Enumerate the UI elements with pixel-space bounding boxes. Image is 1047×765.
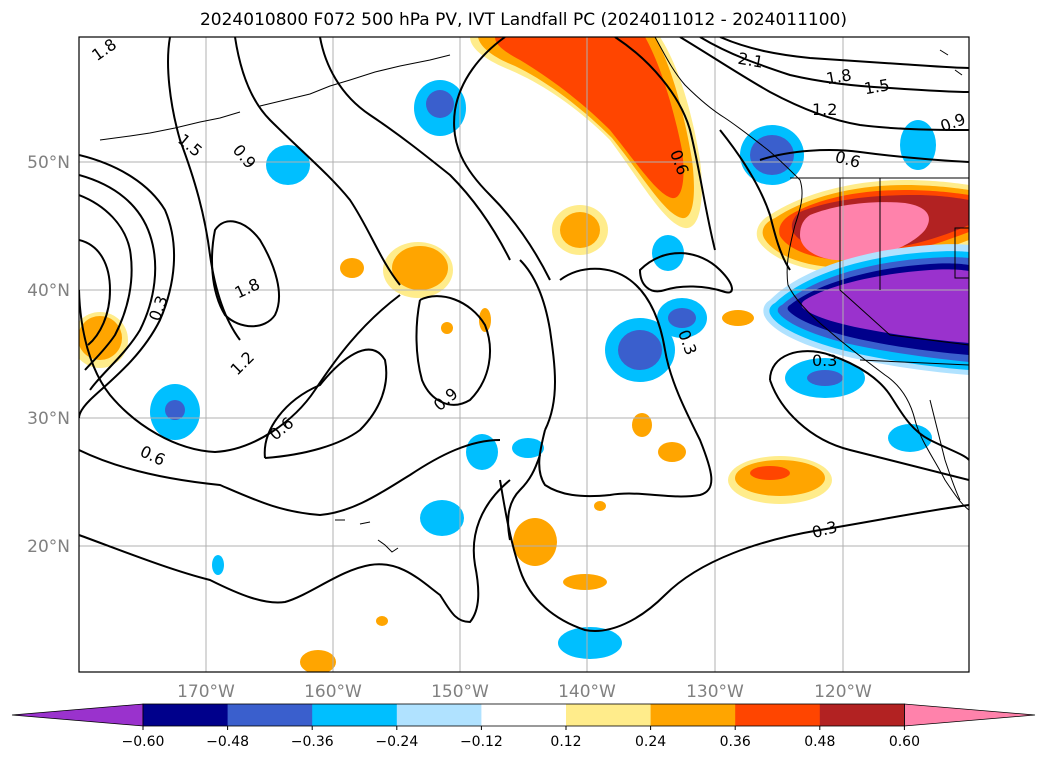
- graticule: [79, 37, 969, 672]
- colorbar-segment: [227, 704, 313, 726]
- positive-anomaly-pnw: [470, 37, 702, 229]
- colorbar-tick-label: 0.48: [804, 734, 835, 750]
- colorbar: −0.60 −0.48 −0.36 −0.24 −0.12 0.12 0.24 0.36 0.4…: [11, 703, 1036, 750]
- colorbar-segment: [312, 704, 398, 726]
- lat-label-30n: 30°N: [27, 409, 70, 429]
- colorbar-outline: [142, 703, 905, 727]
- contour-label: 1.2: [812, 100, 837, 119]
- colorbar-tick-label: 0.12: [550, 734, 581, 750]
- lon-label-140w: 140°W: [558, 682, 616, 702]
- lat-label-50n: 50°N: [27, 153, 70, 173]
- colorbar-segment: [396, 704, 482, 726]
- colorbar-segment: [566, 704, 652, 726]
- latitude-labels: 50°N 40°N 30°N 20°N: [27, 153, 70, 557]
- colorbar-segment: [650, 704, 736, 726]
- negative-anomaly-southwest: [763, 244, 969, 375]
- contour-label: 0.3: [812, 351, 837, 370]
- colorbar-segment: [735, 704, 821, 726]
- colorbar-extend-high: [904, 703, 1036, 727]
- colorbar-tick-label: 0.36: [720, 734, 751, 750]
- colorbar-tick-label: 0.60: [889, 734, 920, 750]
- colorbar-extend-low: [11, 703, 144, 727]
- colorbar-tick-label: −0.60: [122, 734, 165, 750]
- lon-label-150w: 150°W: [431, 682, 489, 702]
- colorbar-tick-label: −0.12: [460, 734, 503, 750]
- coastlines: [99, 37, 969, 553]
- colorbar-segment: [143, 704, 229, 726]
- lon-label-120w: 120°W: [814, 682, 872, 702]
- map-title: 2024010800 F072 500 hPa PV, IVT Landfall…: [199, 10, 847, 30]
- colorbar-segment: [819, 704, 905, 726]
- contour-label: 1.5: [863, 75, 891, 98]
- lat-label-20n: 20°N: [27, 537, 70, 557]
- contour-label: 2.1: [736, 49, 764, 72]
- lat-label-40n: 40°N: [27, 281, 70, 301]
- lon-label-170w: 170°W: [177, 682, 235, 702]
- longitude-labels: 170°W 160°W 150°W 140°W 130°W 120°W: [177, 682, 872, 702]
- map-area: 1.8 1.5 0.9 1.8 0.3 1.2 0.6 0.6 0.9 2.1 …: [79, 37, 969, 672]
- positive-anomaly-blobs: [79, 205, 832, 672]
- contour-label: 1.8: [825, 65, 853, 88]
- map-frame: [78, 36, 970, 673]
- colorbar-tick-label: 0.24: [635, 734, 666, 750]
- lon-label-160w: 160°W: [304, 682, 362, 702]
- colorbar-tick-label: −0.24: [375, 734, 418, 750]
- colorbar-tick-label: −0.48: [206, 734, 249, 750]
- colorbar-segment: [481, 704, 567, 726]
- pv-contours: [79, 37, 969, 632]
- lon-label-130w: 130°W: [686, 682, 744, 702]
- colorbar-tick-label: −0.36: [291, 734, 334, 750]
